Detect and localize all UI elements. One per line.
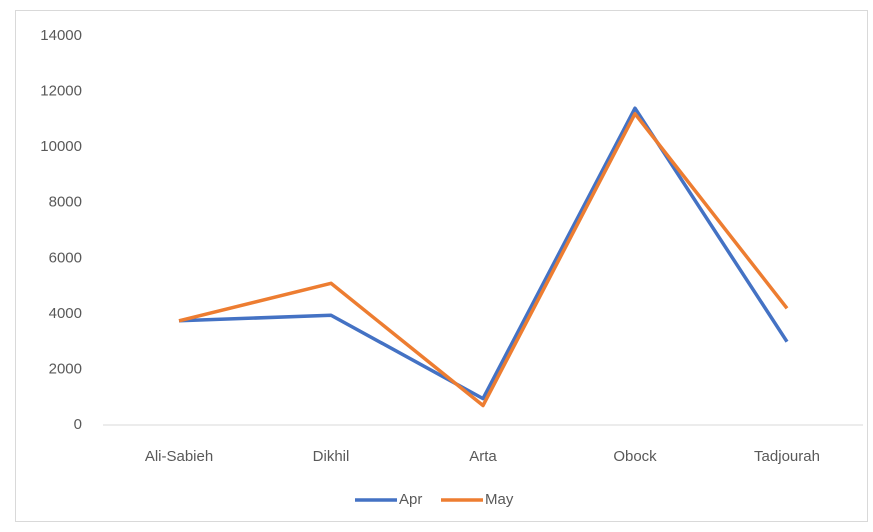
x-tick-label: Ali-Sabieh	[145, 448, 213, 465]
chart-border	[15, 10, 868, 522]
y-tick-label: 2000	[49, 360, 82, 377]
y-tick-label: 4000	[49, 305, 82, 322]
line-series	[178, 112, 789, 408]
y-tick-label: 10000	[40, 138, 82, 155]
x-tick-label: Arta	[469, 448, 497, 465]
x-tick-label: Dikhil	[313, 448, 350, 465]
legend-label: Apr	[399, 491, 422, 508]
line-series	[178, 106, 789, 401]
y-tick-label: 12000	[40, 83, 82, 100]
x-tick-label: Obock	[613, 448, 657, 465]
legend-label: May	[485, 491, 514, 508]
y-tick-label: 14000	[40, 27, 82, 44]
y-tick-label: 0	[74, 416, 82, 433]
x-tick-label: Tadjourah	[754, 448, 820, 465]
y-tick-label: 6000	[49, 249, 82, 266]
y-tick-label: 8000	[49, 194, 82, 211]
